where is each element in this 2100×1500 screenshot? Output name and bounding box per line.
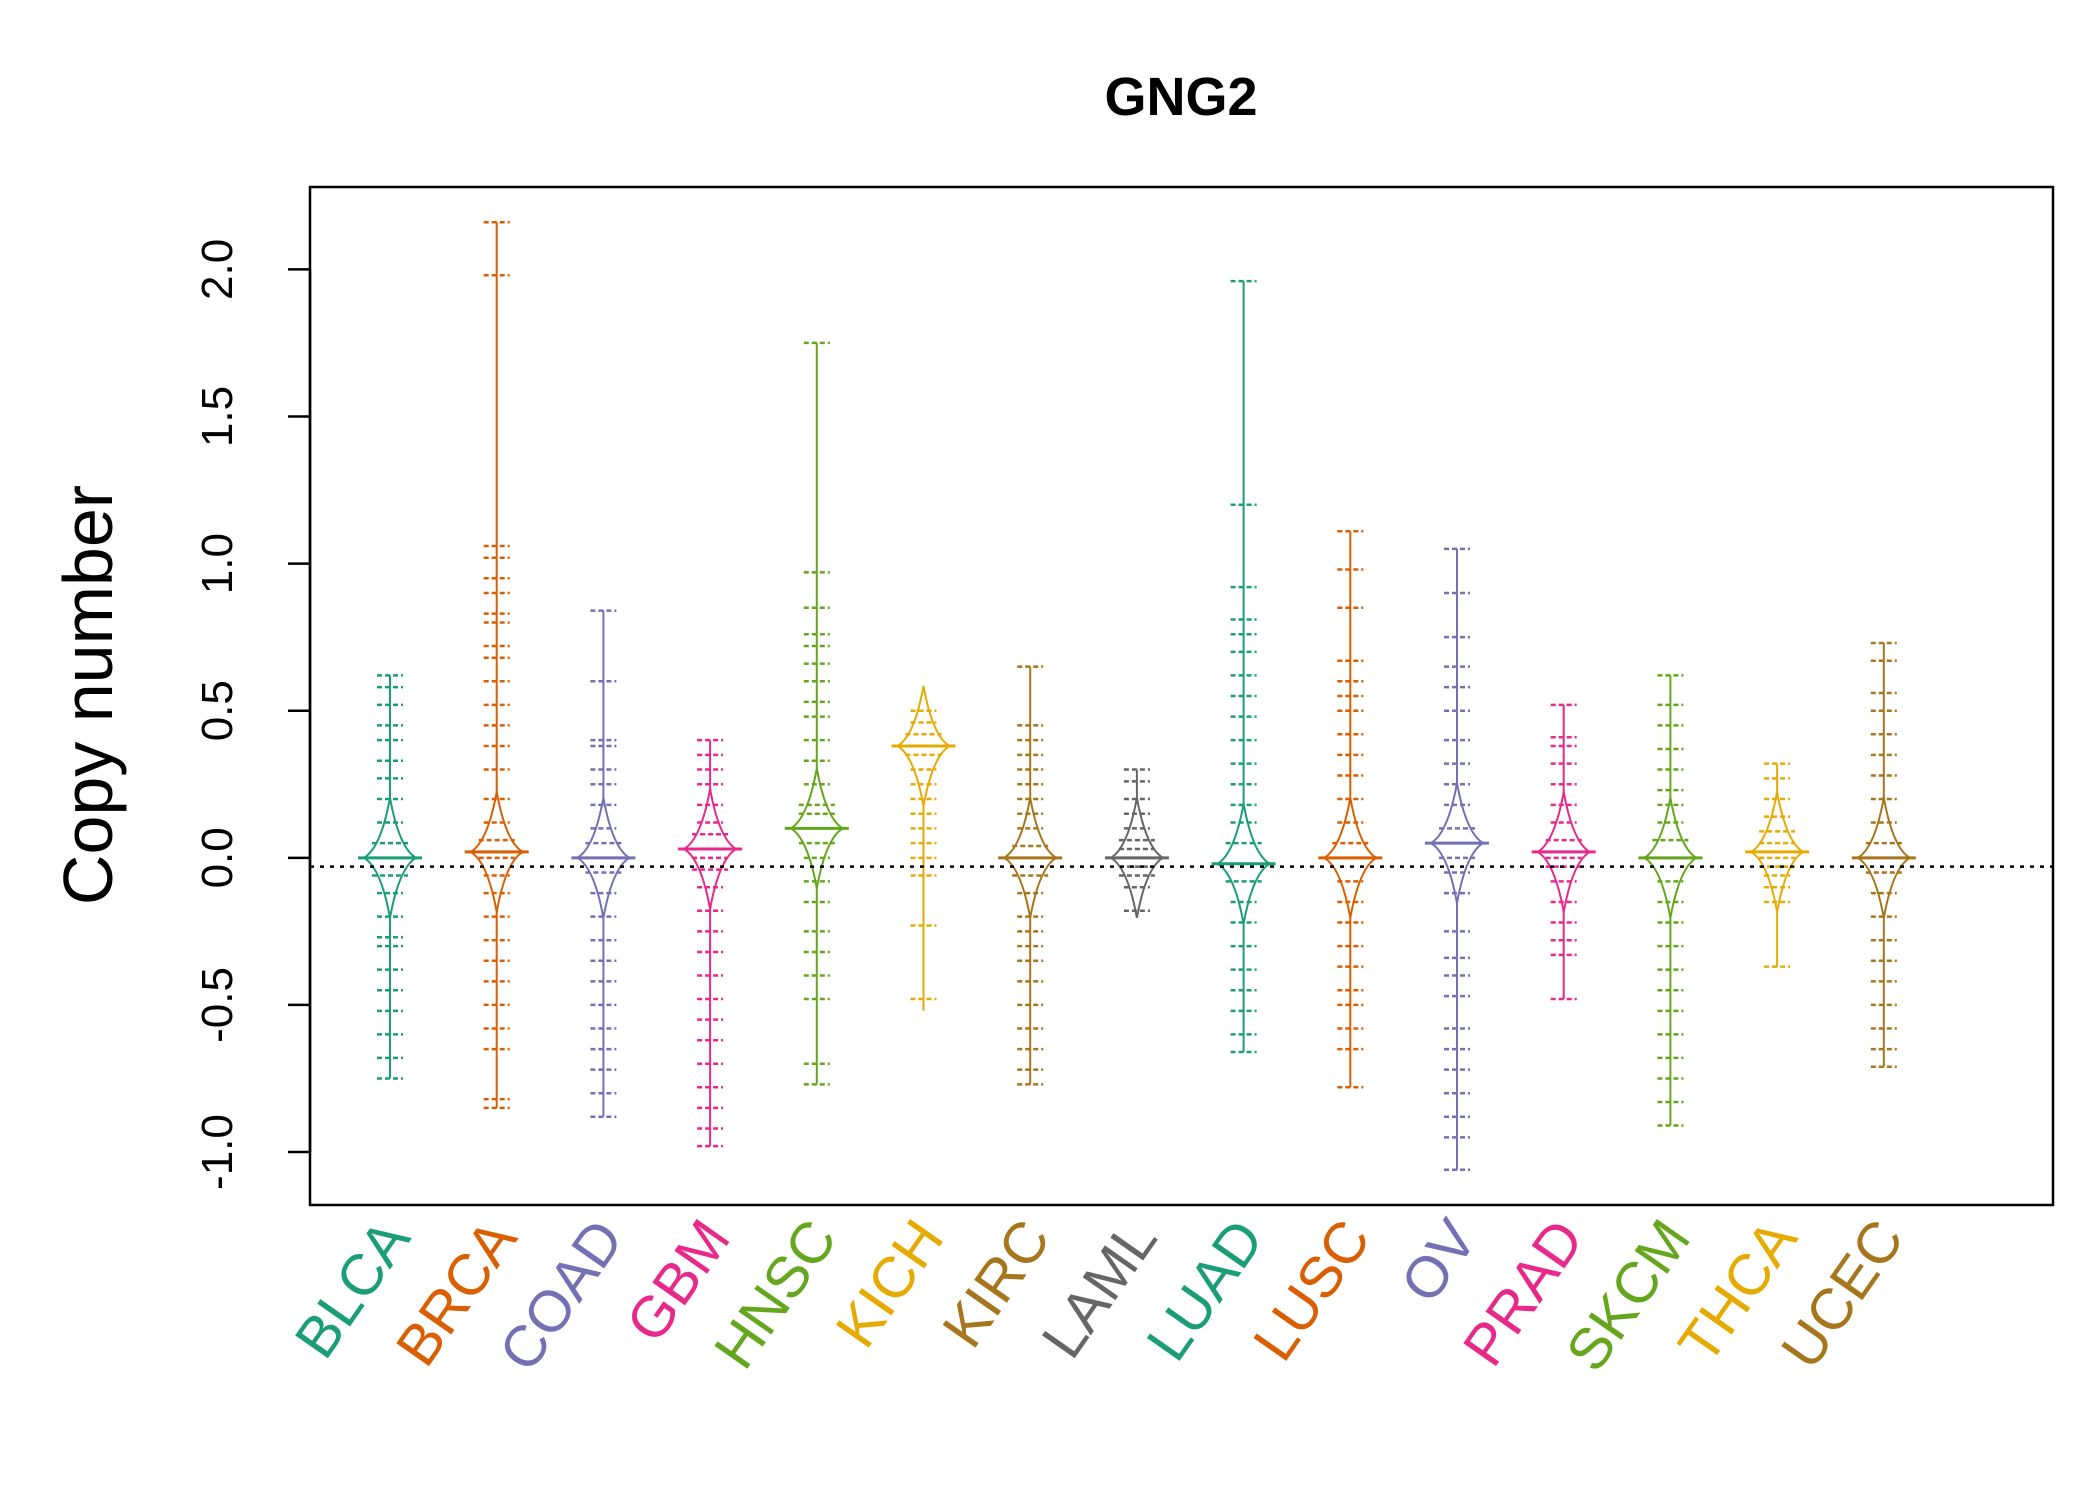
y-tick-label: 1.5 (193, 386, 242, 447)
y-tick-label: -0.5 (193, 967, 242, 1043)
y-tick-label: 0.0 (193, 827, 242, 888)
bean-luad (1211, 279, 1276, 1054)
bean-ucec (1851, 641, 1916, 1068)
y-tick-label: 2.0 (193, 239, 242, 300)
x-category-label: OV (1388, 1208, 1489, 1314)
bean-blca (358, 674, 422, 1080)
y-tick-label: 0.5 (193, 680, 242, 741)
y-axis: -1.0 -0.5 0.0 0.5 1.0 1.5 2.0 (193, 239, 312, 1190)
chart-title: GNG2 (1104, 67, 1257, 127)
plot-frame (308, 185, 2055, 1207)
bean-kirc (998, 665, 1063, 1086)
y-tick-label: -1.0 (193, 1114, 242, 1190)
bean-kich (891, 685, 956, 1011)
bean-coad (571, 609, 636, 1118)
bean-skcm (1638, 674, 1703, 1127)
beans (358, 221, 1916, 1171)
y-tick-label: 1.0 (193, 533, 242, 594)
bean-ov (1425, 547, 1489, 1171)
x-category-label: KICH (823, 1208, 956, 1359)
bean-gbm (678, 738, 743, 1148)
bean-thca (1745, 762, 1810, 968)
bean-brca (464, 221, 529, 1110)
x-category-label: LUAD (1134, 1208, 1276, 1372)
bean-lusc (1318, 529, 1383, 1089)
y-axis-label: Copy number (49, 485, 127, 905)
bean-laml (1104, 768, 1169, 919)
bean-hnsc (784, 341, 849, 1086)
x-category-label: LUSC (1241, 1208, 1383, 1372)
bean-prad (1531, 703, 1596, 1001)
